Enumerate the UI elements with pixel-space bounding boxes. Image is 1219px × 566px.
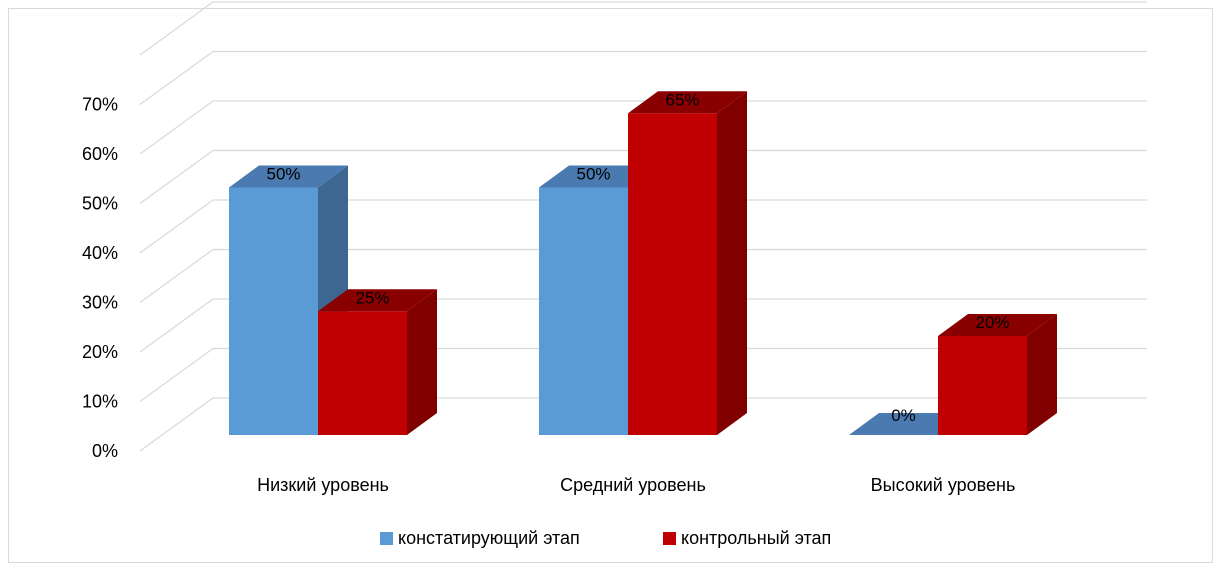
bar-control-0	[318, 289, 437, 435]
data-label: 50%	[576, 165, 610, 184]
bar-side	[1027, 314, 1057, 435]
bar-front	[229, 187, 318, 435]
category-label: Низкий уровень	[257, 475, 389, 495]
gridline-side	[139, 1, 214, 56]
legend-swatch	[663, 532, 676, 545]
data-label: 50%	[266, 165, 300, 184]
y-tick-label: 10%	[82, 392, 118, 412]
bar-front	[628, 113, 717, 435]
y-tick-label: 60%	[82, 144, 118, 164]
bar-top	[318, 289, 437, 312]
bar-front	[318, 311, 407, 435]
bar-top	[938, 314, 1057, 336]
bar-front	[539, 187, 628, 435]
bars	[229, 91, 1057, 435]
gridline-side	[139, 150, 214, 204]
bar-control-2	[938, 314, 1057, 435]
gridline-side	[139, 397, 214, 452]
bar-top	[229, 165, 348, 188]
category-label: Средний уровень	[560, 475, 706, 495]
gridline-side	[139, 348, 214, 402]
gridline-side	[139, 51, 214, 105]
gridline-side	[139, 100, 214, 155]
y-tick-label: 20%	[82, 342, 118, 362]
x-axis-categories: Низкий уровень Средний уровень Высокий уро…	[257, 475, 1015, 495]
data-label: 65%	[665, 90, 699, 109]
gridline-side	[139, 298, 214, 353]
y-tick-label: 0%	[92, 441, 118, 461]
legend: констатирующий этап контрольный этап	[380, 528, 831, 548]
bar-top	[628, 91, 747, 114]
y-tick-label: 50%	[82, 194, 118, 214]
bar-side	[407, 289, 437, 435]
gridline-side	[139, 249, 214, 303]
data-labels: 50% 25% 50% 65% 0% 20%	[266, 90, 1009, 425]
bar-control-1	[628, 91, 747, 435]
bar-side	[717, 91, 747, 435]
y-tick-label: 30%	[82, 293, 118, 313]
gridline-side	[139, 199, 214, 254]
y-tick-label: 40%	[82, 243, 118, 263]
legend-swatch	[380, 532, 393, 545]
data-label: 25%	[355, 288, 389, 307]
category-label: Высокий уровень	[871, 475, 1016, 495]
y-axis-ticks: 0% 10% 20% 30% 40% 50% 60% 70%	[82, 95, 118, 462]
legend-label: контрольный этап	[681, 528, 831, 548]
bar-front	[938, 336, 1027, 435]
y-tick-label: 70%	[82, 95, 118, 115]
data-label: 20%	[975, 313, 1009, 332]
legend-label: констатирующий этап	[398, 528, 580, 548]
data-label: 0%	[891, 406, 916, 425]
